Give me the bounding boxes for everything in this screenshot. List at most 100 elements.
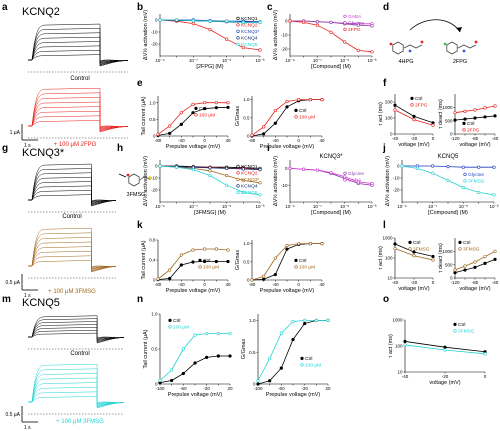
trace-label-a_control: Control [70,76,89,82]
y-tick-label: 0 [155,18,158,23]
data-point [226,248,230,252]
legend-entry: 3FMSG [468,179,485,185]
structure-4hpg [389,40,424,55]
y-tick-label: 1000 [442,249,453,254]
pointer-arrow [118,173,127,178]
data-point [356,23,360,27]
legend-entry: Ctrl [413,240,420,246]
x-axis-label: Prepulse voltage (mV) [260,288,315,294]
x-axis-label: voltage (mV) [398,142,429,148]
data-point [473,265,477,269]
x-tick-label: -40 [272,282,279,287]
x-axis-label: [Compound] (M) [428,210,468,216]
legend-entry: Ctrl [305,356,312,362]
x-tick-label: 0 [484,374,487,379]
y-tick-label: 1.0 [249,318,256,323]
x-tick-label: 10⁻⁵ [340,58,349,63]
data-point [168,268,172,272]
x-tick-label: -60 [278,386,285,391]
x-tick-label: -120 [450,280,460,285]
legend-marker [462,121,466,125]
y-tick-label: 0 [153,278,156,283]
legend-marker [194,106,198,110]
legend-marker [300,363,304,367]
y-tick-label: 0 [253,382,256,387]
data-point [268,379,272,383]
y-tick-label: 0.8 [149,238,156,243]
data-point [214,106,218,110]
data-point [443,348,447,352]
data-point [370,24,374,28]
structure-3fmsg [118,173,152,187]
x-tick-label: -80 [249,138,256,143]
data-point [228,332,232,336]
current-trace [28,246,117,270]
current-trace [28,176,117,205]
x-tick-label: 10⁻⁷ [189,58,198,63]
scale-bar-y-label: 1 μA [10,130,21,136]
current-trace [28,101,129,131]
data-point [493,114,497,118]
data-point [193,361,197,365]
x-axis-label: Prepulse voltage (mV) [166,144,221,150]
y-axis-label: Tail current (μA) [141,96,147,135]
traces-kcnq2-control [28,23,129,73]
data-point [393,242,397,246]
data-point [415,166,419,170]
x-tick-label: 20 [325,386,331,391]
data-point [256,382,260,386]
y-tick-label: 100 [385,116,393,121]
data-point [473,108,477,112]
y-tick-label: 0 [285,19,288,24]
legend-marker [453,322,457,327]
current-trace [28,386,125,405]
y-tick-label: 10 [387,276,393,281]
trace-label-m_drug: + 100 μM 3FMSG [56,419,104,425]
data-point [326,318,330,322]
legend-entry: Glycine [348,21,364,27]
plot-f2 [453,94,497,136]
data-point [288,166,292,170]
data-point [393,103,397,107]
current-trace [28,373,125,407]
data-point [258,20,262,25]
y-tick-label: -10 [151,176,158,181]
x-tick-label: 10⁻⁷ [313,204,322,209]
x-tick-label: -40 [492,280,499,285]
trace-label-a_drug: + 100 μM 2FPG [54,142,97,148]
y-tick-label: -20 [393,188,400,193]
y-tick-label: -10 [281,183,288,188]
x-tick-label: -40 [402,374,409,379]
current-trace [28,92,129,132]
data-point [343,175,347,179]
y-tick-label: 0 [247,134,250,139]
y-tick-label: 0 [397,164,400,169]
current-trace [28,315,125,344]
x-axis-label: Prepulse voltage (mV) [168,392,223,398]
legend-entry: 100 μM [305,363,321,369]
legend-marker [236,23,240,27]
legend-entry: KCNQ2 [241,23,258,29]
legend-marker [236,184,240,188]
data-point [179,253,183,257]
data-point [168,276,172,281]
x-tick-label: -20 [301,386,308,391]
scale-bar-y-label: 0.5 μA [5,412,20,418]
data-point [262,132,266,136]
data-point [214,259,218,264]
data-point [308,98,312,102]
y-tick-label: 0 [153,134,156,139]
y-tick-label: -10 [281,33,288,38]
data-point [191,19,195,23]
data-point [477,190,481,194]
scale-bar-x-label: 1 s [24,425,31,431]
data-point [446,178,450,182]
data-point [473,260,477,264]
y-axis-label: τ act (ms) [388,334,394,358]
y-tick-label: 1000 [382,236,393,241]
legend-entry: KCNQ3* [241,177,260,183]
legend-marker [410,103,414,107]
nitrogen-atom [462,49,466,53]
legend-marker [343,27,347,32]
